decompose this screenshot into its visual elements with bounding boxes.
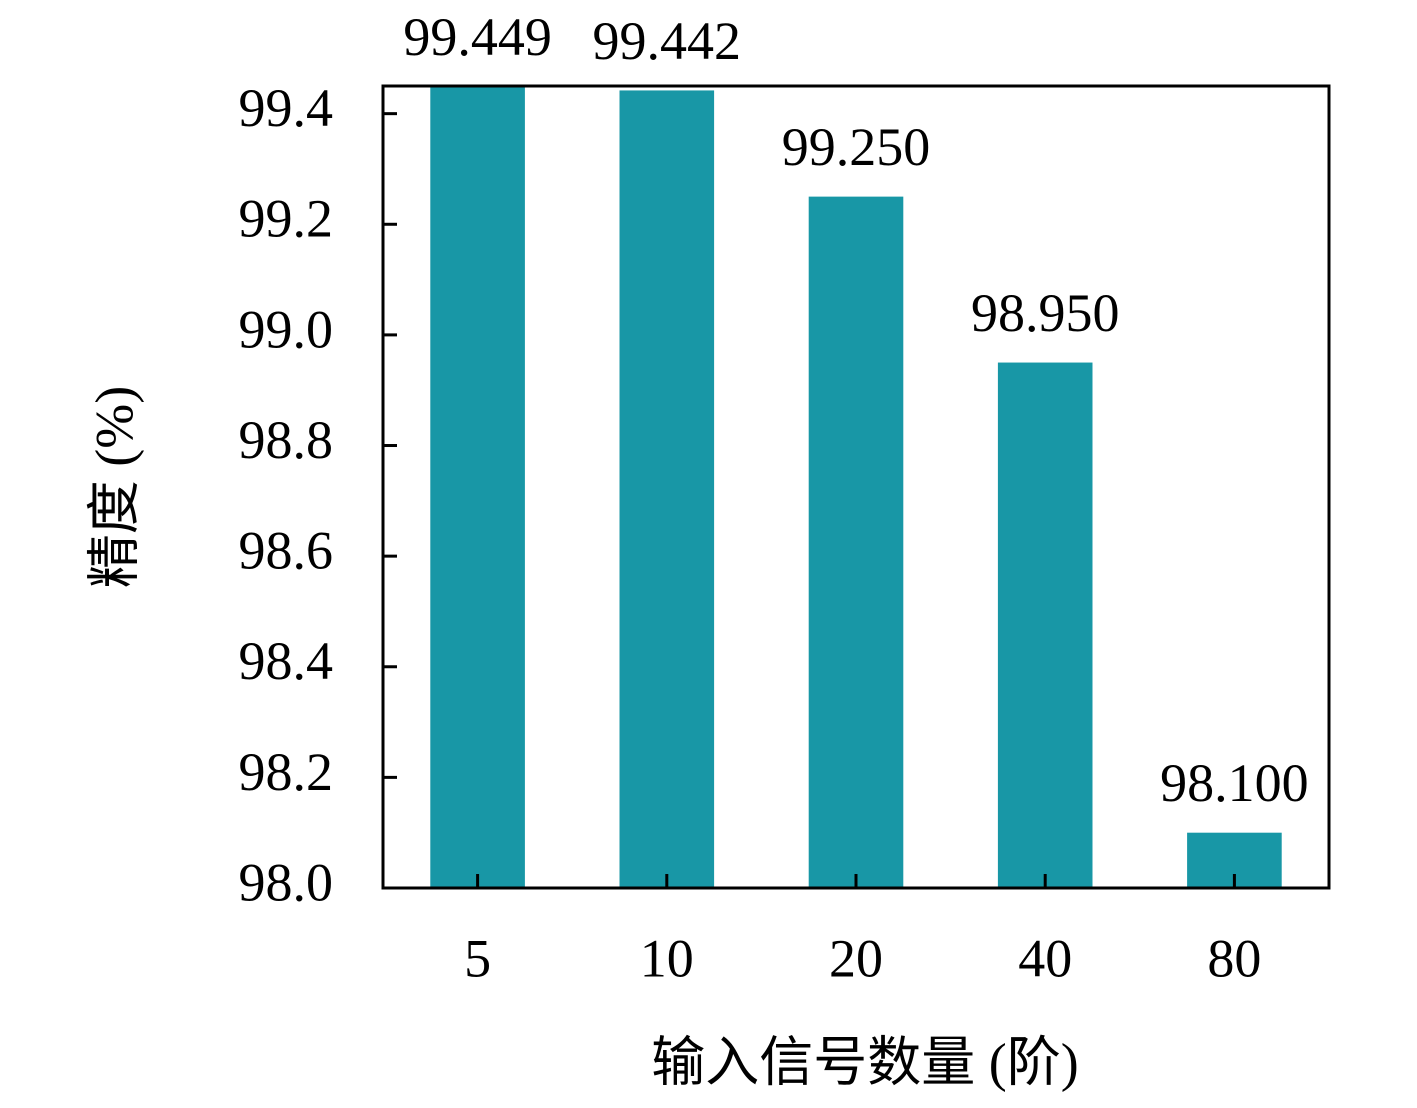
value-label: 99.442 (593, 11, 742, 71)
y-tick-label: 98.2 (239, 742, 334, 802)
y-tick-label: 99.4 (239, 78, 334, 138)
bar (430, 86, 525, 888)
value-label: 99.250 (782, 117, 931, 177)
y-tick-label: 98.4 (239, 631, 334, 691)
bar (808, 196, 904, 888)
y-tick-label: 99.0 (239, 299, 334, 359)
x-tick-label: 5 (464, 928, 491, 988)
x-tick-label: 80 (1207, 928, 1261, 988)
value-label: 98.100 (1160, 753, 1309, 813)
value-label: 98.950 (971, 283, 1120, 343)
value-label: 99.449 (403, 7, 552, 67)
y-tick-label: 98.0 (239, 852, 334, 912)
x-tick-label: 10 (640, 928, 694, 988)
x-tick-label: 20 (829, 928, 883, 988)
y-tick-label: 98.6 (239, 521, 334, 581)
x-tick-label: 40 (1018, 928, 1072, 988)
bar (619, 90, 715, 889)
y-axis-label: 精度 (%) (84, 386, 144, 588)
bar (997, 362, 1093, 888)
y-tick-label: 98.8 (239, 410, 334, 470)
x-axis-label: 输入信号数量 (阶) (651, 1032, 1078, 1092)
y-tick-label: 99.2 (239, 189, 334, 249)
plot-frame (381, 84, 1331, 890)
